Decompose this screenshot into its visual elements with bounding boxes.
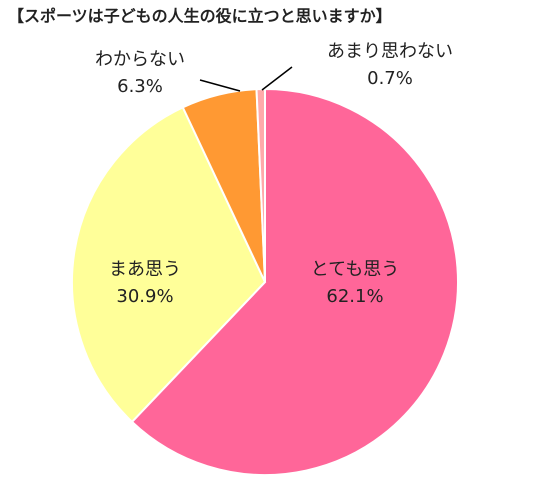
category-label: あまり思わない <box>327 41 453 62</box>
pie-slice <box>130 87 459 476</box>
value-label: 0.7% <box>367 68 413 89</box>
category-label: とても思う <box>311 259 400 280</box>
category-label: まあ思う <box>109 259 181 280</box>
value-label: 62.1% <box>326 286 383 307</box>
value-label: 6.3% <box>117 76 163 97</box>
chart-title: 【スポーツは子どもの人生の役に立つと思いますか】 <box>8 7 392 26</box>
leader-line <box>261 66 293 91</box>
category-label: わからない <box>95 49 185 70</box>
pie-slice <box>255 87 266 283</box>
value-label: 30.9% <box>116 286 173 307</box>
leader-line <box>199 79 241 92</box>
pie-slice <box>71 106 267 424</box>
